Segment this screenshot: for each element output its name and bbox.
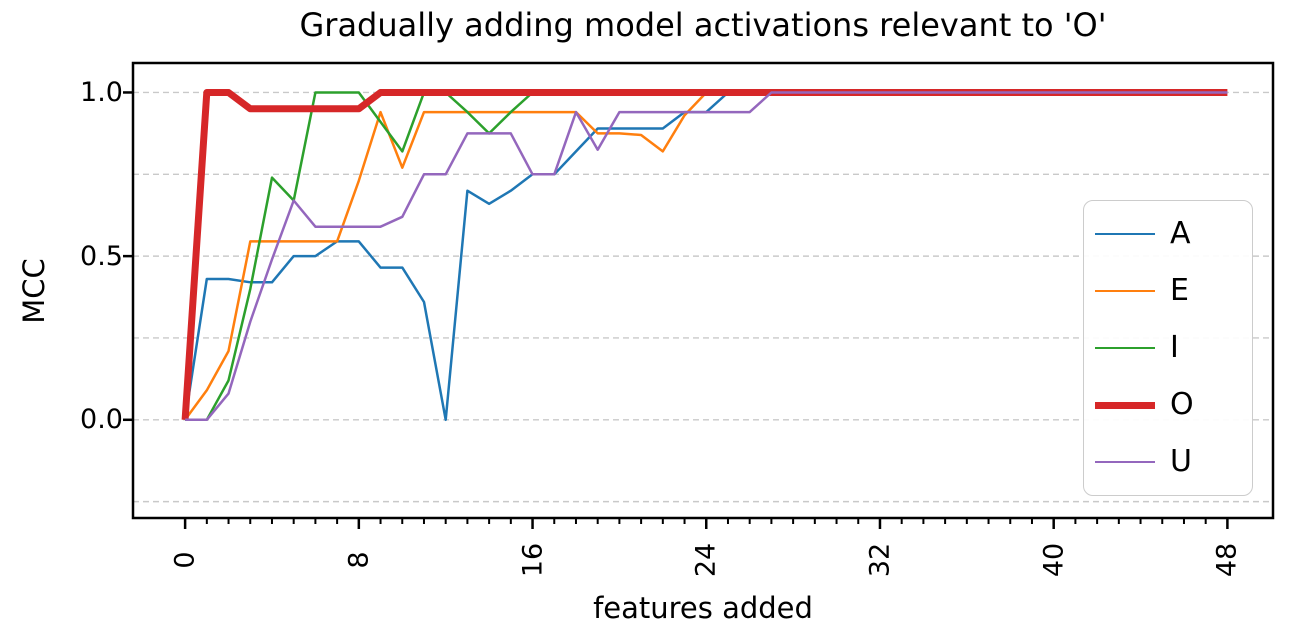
legend-label: A xyxy=(1170,215,1191,251)
data-series xyxy=(181,89,1228,422)
x-tick-label-8: 8 xyxy=(343,551,375,569)
x-tick-label-24: 24 xyxy=(690,542,722,578)
legend-item-I: I xyxy=(1084,329,1252,365)
legend-line-sample xyxy=(1095,289,1155,292)
x-axis-label: features added xyxy=(593,591,813,625)
legend-line-sample xyxy=(1095,401,1155,409)
legend-label: I xyxy=(1170,329,1179,365)
plot-frame xyxy=(131,61,1275,520)
legend: A E I O U xyxy=(1083,200,1253,496)
axis-ticks xyxy=(123,91,1229,529)
x-tick-label-40: 40 xyxy=(1038,542,1070,578)
legend-item-O: O xyxy=(1084,390,1252,420)
y-tick-label-0.0: 0.0 xyxy=(80,404,123,436)
legend-line-sample xyxy=(1095,461,1155,464)
legend-line-sample xyxy=(1095,346,1155,349)
legend-line-sample xyxy=(1095,232,1155,235)
y-tick-label-0.5: 0.5 xyxy=(80,240,123,272)
x-tick-label-0: 0 xyxy=(169,551,201,569)
legend-label: U xyxy=(1170,444,1192,480)
legend-item-E: E xyxy=(1084,272,1252,308)
chart-title: Gradually adding model activations relev… xyxy=(299,6,1107,44)
series-line-U xyxy=(185,91,1228,422)
legend-item-A: A xyxy=(1084,215,1252,251)
x-tick-label-32: 32 xyxy=(864,542,896,578)
y-axis-label: MCC xyxy=(17,258,51,324)
legend-item-U: U xyxy=(1084,447,1252,477)
x-tick-label-16: 16 xyxy=(517,542,549,578)
x-tick-label-48: 48 xyxy=(1211,542,1243,578)
legend-label: O xyxy=(1170,387,1194,423)
y-tick-label-1.0: 1.0 xyxy=(80,76,123,108)
legend-label: E xyxy=(1170,272,1189,308)
